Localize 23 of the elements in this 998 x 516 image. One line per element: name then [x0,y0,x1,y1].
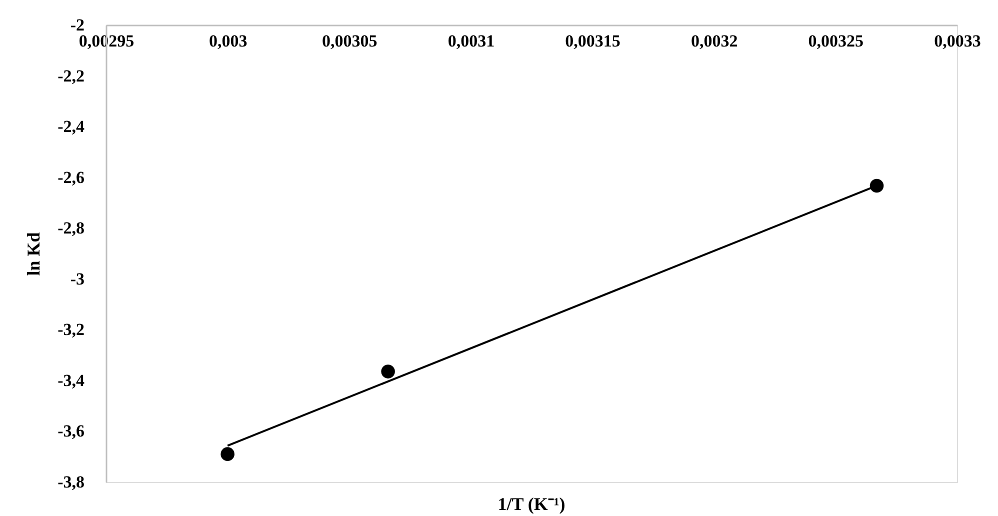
y-tick-label: -2,2 [58,66,84,86]
y-tick-label: -3,2 [58,320,84,340]
y-tick-label: -3 [70,269,84,288]
x-axis-title: 1/T (K⁻¹) [498,494,566,514]
x-tick-label: 0,00315 [565,32,620,50]
y-tick-label: -3,6 [58,422,84,441]
x-tick-label: 0,0031 [448,32,495,50]
x-tick-label: 0,00295 [78,32,134,50]
y-tick-label: -3,4 [58,370,85,390]
y-tick-label: -2,6 [58,168,84,187]
point [381,364,395,378]
x-tick-label: 0,003 [208,32,248,50]
x-tick-label: 0,00325 [808,32,864,50]
point [220,447,234,461]
x-tick-label: 0,0033 [934,32,981,50]
point [870,178,884,193]
y-tick-label: -3,8 [58,472,84,492]
x-tick-label: 0,00305 [322,32,378,50]
y-tick-label: -2 [70,16,84,34]
y-tick-label: -2,8 [58,218,84,238]
y-axis-title: ln Kd [24,232,44,276]
x-tick-label: 0,0032 [690,32,738,50]
y-tick-label: -2,4 [58,117,85,136]
